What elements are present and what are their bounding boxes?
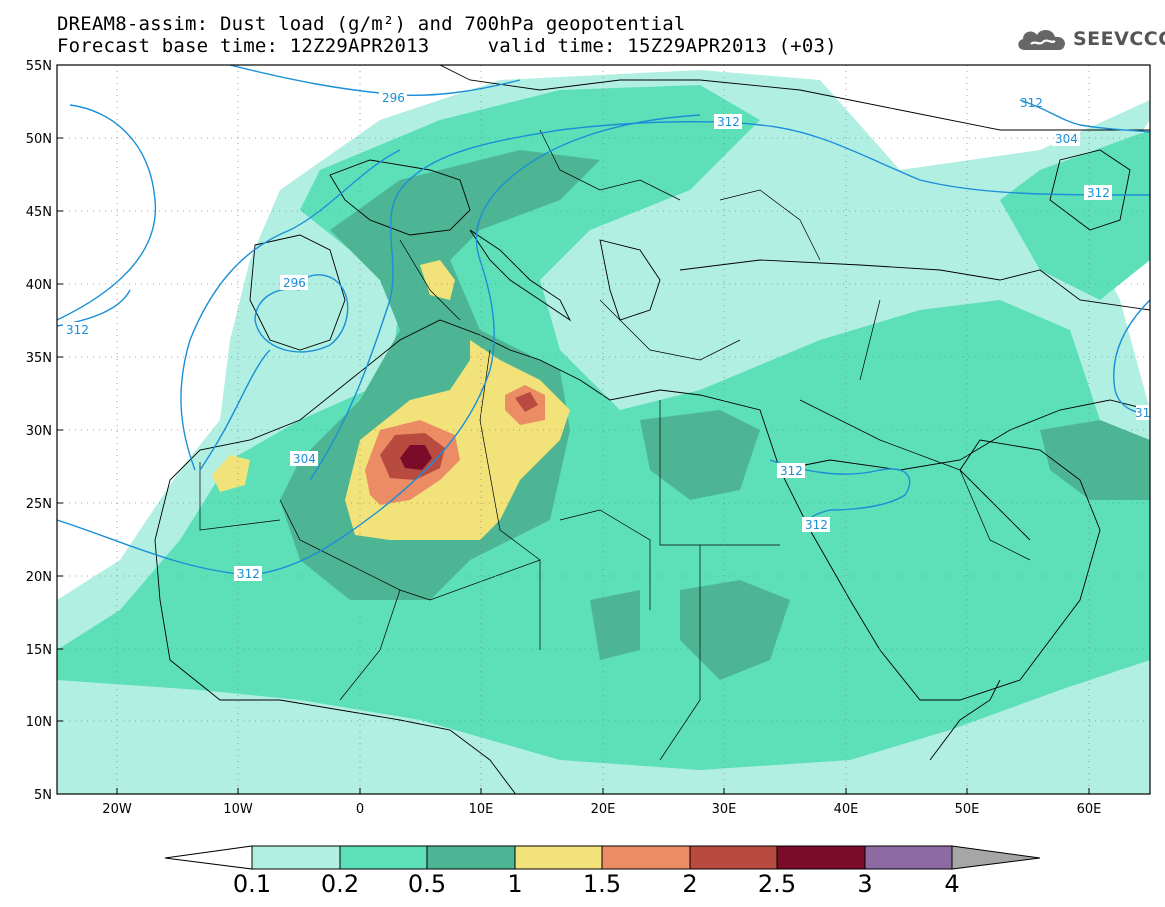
colorbar-bin — [776, 845, 866, 870]
map-title: DREAM8-assim: Dust load (g/m²) and 700hP… — [57, 13, 686, 35]
svg-text:312: 312 — [237, 567, 260, 581]
lon-label: 50E — [955, 802, 980, 817]
colorbar-bin — [689, 845, 778, 870]
lat-label: 5N — [34, 788, 52, 803]
lon-label: 20W — [102, 802, 132, 817]
colorbar-label: 0.1 — [232, 870, 272, 898]
logo-text: SEEVCCC — [1073, 28, 1165, 50]
colorbar-label: 2.5 — [757, 870, 797, 898]
lat-label: 35N — [26, 351, 52, 366]
colorbar-label: 2 — [682, 870, 698, 898]
colorbar-under-arrow — [164, 845, 253, 870]
lat-label: 25N — [26, 497, 52, 512]
lon-label: 30E — [712, 802, 737, 817]
colorbar-bin — [339, 845, 428, 870]
coastlines — [154, 65, 1150, 794]
colorbar-label: 4 — [944, 870, 960, 898]
svg-text:304: 304 — [1055, 132, 1078, 146]
lon-label: 10W — [223, 802, 253, 817]
svg-text:312: 312 — [780, 464, 803, 478]
borders — [199, 129, 1031, 761]
latitude-labels: 55N 50N 45N 40N 35N 30N 25N 20N 15N 10N … — [26, 59, 52, 803]
colorbar-label: 1.5 — [582, 870, 622, 898]
colorbar-bin — [426, 845, 516, 870]
svg-text:312: 312 — [805, 518, 828, 532]
lat-label: 40N — [26, 278, 52, 293]
cloud-icon — [1018, 29, 1065, 50]
lat-label: 30N — [26, 424, 52, 439]
longitude-labels: 20W 10W 0 10E 20E 30E 40E 50E 60E — [102, 802, 1101, 817]
svg-text:312: 312 — [717, 115, 740, 129]
colorbar-bin — [601, 845, 691, 870]
lat-label: 55N — [26, 59, 52, 74]
grid-lines — [57, 65, 1150, 794]
lat-label: 50N — [26, 132, 52, 147]
svg-text:296: 296 — [382, 91, 405, 105]
colorbar-label: 0.5 — [407, 870, 447, 898]
svg-text:312: 312 — [1020, 96, 1043, 110]
svg-text:304: 304 — [293, 452, 316, 466]
colorbar-over-arrow — [951, 845, 1041, 870]
colorbar — [164, 845, 1041, 870]
lat-label: 15N — [26, 643, 52, 658]
colorbar-label: 3 — [857, 870, 873, 898]
svg-text:296: 296 — [283, 276, 306, 290]
colorbar-bin — [251, 845, 341, 870]
contour-labels: 296 296 312 312 304 304 312 312 312 312 … — [63, 90, 1158, 581]
lat-label: 45N — [26, 205, 52, 220]
colorbar-label: 1 — [507, 870, 523, 898]
colorbar-bin — [514, 845, 603, 870]
lat-label: 20N — [26, 570, 52, 585]
lon-label: 10E — [469, 802, 494, 817]
lat-label: 10N — [26, 715, 52, 730]
svg-text:312: 312 — [1087, 186, 1110, 200]
seevccc-logo: SEEVCCC — [1015, 26, 1165, 52]
lon-label: 60E — [1077, 802, 1102, 817]
colorbar-label: 0.2 — [320, 870, 360, 898]
svg-text:312: 312 — [66, 323, 89, 337]
lon-label: 0 — [356, 802, 364, 817]
colorbar-bin — [864, 845, 953, 870]
lon-label: 40E — [834, 802, 859, 817]
axis-ticks — [57, 64, 1090, 795]
lon-label: 20E — [591, 802, 616, 817]
forecast-times: Forecast base time: 12Z29APR2013 valid t… — [57, 35, 837, 57]
svg-text:312: 312 — [1135, 406, 1158, 420]
